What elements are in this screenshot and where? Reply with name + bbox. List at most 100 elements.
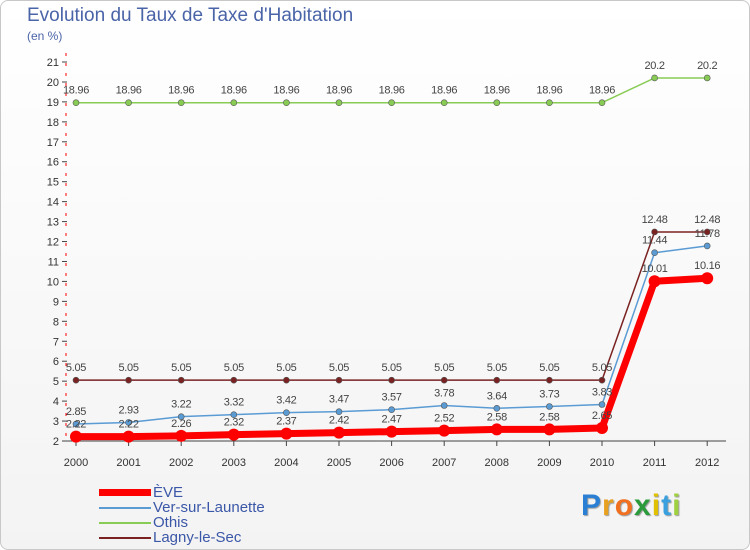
data-label-ve: 2.32 (224, 417, 244, 429)
data-label-lagny-le-sec: 5.05 (539, 362, 559, 374)
data-label-ver-sur-launette: 3.83 (592, 386, 612, 398)
data-label-ve: 2.42 (329, 415, 349, 427)
data-label-othis: 18.96 (589, 85, 615, 97)
x-tick-label: 2001 (116, 457, 140, 469)
data-label-ve: 2.47 (381, 414, 401, 426)
legend-swatch-othis (99, 521, 151, 524)
data-label-othis: 18.96 (221, 85, 247, 97)
data-point-lagny-le-sec (125, 376, 132, 384)
legend-label-ver-sur-launette: Ver-sur-Launette (153, 499, 265, 516)
data-label-lagny-le-sec: 5.05 (276, 362, 296, 374)
x-tick-label: 2008 (485, 457, 509, 469)
data-point-lagny-le-sec (335, 376, 343, 384)
data-point-ver-sur-launette (546, 403, 553, 410)
logo-letter: P (581, 489, 603, 522)
legend: ÈVE Ver-sur-Launette Othis Lagny-le-Sec (99, 484, 265, 546)
data-point-ver-sur-launette (440, 402, 448, 409)
y-tick-label: 12 (47, 237, 59, 249)
y-tick-label: 19 (47, 97, 59, 109)
data-label-lagny-le-sec: 5.05 (434, 362, 454, 374)
x-tick-label: 2011 (643, 457, 667, 469)
data-point-othis (230, 99, 238, 106)
data-label-ver-sur-launette: 11.44 (642, 235, 667, 247)
data-label-ve: 2.58 (487, 411, 507, 423)
data-label-ve: 10.01 (642, 263, 668, 275)
x-tick-label: 2003 (222, 457, 246, 469)
legend-item-ver-sur-launette: Ver-sur-Launette (99, 499, 265, 516)
y-tick-label: 5 (53, 376, 59, 388)
data-point-othis (493, 99, 501, 106)
data-label-ver-sur-launette: 3.73 (539, 388, 559, 400)
legend-item-eve: ÈVE (99, 484, 265, 501)
x-tick-label: 2007 (432, 457, 456, 469)
x-tick-label: 2012 (695, 457, 719, 469)
data-point-ver-sur-launette (598, 401, 606, 408)
chart-title: Evolution du Taux de Taxe d'Habitation (27, 5, 354, 26)
x-tick-label: 2004 (274, 457, 298, 469)
data-label-ver-sur-launette: 3.64 (487, 390, 507, 402)
data-point-othis (651, 74, 658, 82)
data-point-othis (388, 99, 395, 106)
data-point-ve (385, 425, 398, 438)
data-label-othis: 18.96 (273, 85, 299, 97)
data-label-othis: 18.96 (326, 85, 352, 97)
data-label-othis: 18.96 (379, 85, 405, 97)
data-point-ve (333, 426, 345, 439)
y-tick-label: 16 (47, 157, 59, 169)
logo-letter: r (602, 489, 615, 522)
logo-letter: i (651, 489, 662, 522)
data-label-lagny-le-sec: 5.05 (66, 362, 86, 374)
y-tick-label: 2 (53, 436, 59, 448)
data-label-ver-sur-launette: 2.85 (66, 406, 86, 418)
y-tick-label: 14 (47, 197, 59, 209)
legend-label-eve: ÈVE (153, 484, 184, 501)
y-tick-label: 3 (53, 416, 59, 428)
legend-swatch-ver-sur-launette (99, 506, 151, 509)
proxiti-logo: Proxiti (581, 489, 681, 523)
data-label-ver-sur-launette: 3.22 (171, 399, 191, 411)
data-label-ver-sur-launette: 3.57 (381, 392, 401, 404)
x-tick-label: 2005 (327, 457, 351, 469)
data-point-ve (122, 430, 135, 443)
data-label-ver-sur-launette: 3.47 (329, 394, 349, 406)
data-label-ve: 2.22 (118, 419, 138, 431)
data-point-othis (598, 99, 606, 106)
y-tick-label: 11 (48, 256, 59, 268)
data-point-othis (440, 99, 448, 106)
data-label-othis: 18.96 (431, 85, 457, 97)
data-point-lagny-le-sec (177, 376, 185, 384)
data-label-ve: 2.58 (539, 411, 559, 423)
y-tick-label: 10 (47, 276, 59, 288)
data-point-ver-sur-launette (651, 249, 658, 256)
data-point-othis (546, 99, 553, 106)
y-tick-label: 15 (47, 177, 59, 189)
y-tick-label: 20 (47, 77, 59, 89)
data-point-ve (227, 428, 240, 441)
data-label-ve: 2.37 (276, 416, 296, 428)
data-point-othis (177, 99, 185, 106)
series-line-lagny-le-sec (75, 231, 708, 381)
data-point-ve (175, 429, 188, 442)
data-point-lagny-le-sec (440, 376, 448, 384)
data-point-lagny-le-sec (493, 376, 501, 384)
data-point-othis (125, 99, 132, 106)
data-point-lagny-le-sec (283, 376, 290, 384)
legend-item-lagny-le-sec: Lagny-le-Sec (99, 529, 265, 546)
series-lines (70, 74, 714, 443)
data-label-lagny-le-sec: 5.05 (224, 362, 244, 374)
data-point-lagny-le-sec (72, 376, 80, 384)
data-point-ver-sur-launette (493, 404, 501, 412)
data-label-ve: 2.52 (434, 413, 454, 425)
data-point-lagny-le-sec (388, 376, 395, 384)
axes: 2 3 4 5 6 7 8 9 10 11 12 13 14 15 16 17 18 19 20 21 2000 2001… (47, 53, 726, 469)
legend-item-othis: Othis (99, 514, 265, 531)
data-point-lagny-le-sec (546, 376, 553, 384)
data-point-lagny-le-sec (651, 228, 658, 236)
data-point-ver-sur-launette (72, 420, 80, 428)
data-point-ver-sur-launette (177, 413, 185, 420)
data-label-othis: 18.96 (116, 85, 142, 97)
data-label-ve: 2.22 (66, 419, 86, 431)
y-tick-label: 4 (53, 396, 59, 408)
logo-letter: o (614, 489, 635, 522)
